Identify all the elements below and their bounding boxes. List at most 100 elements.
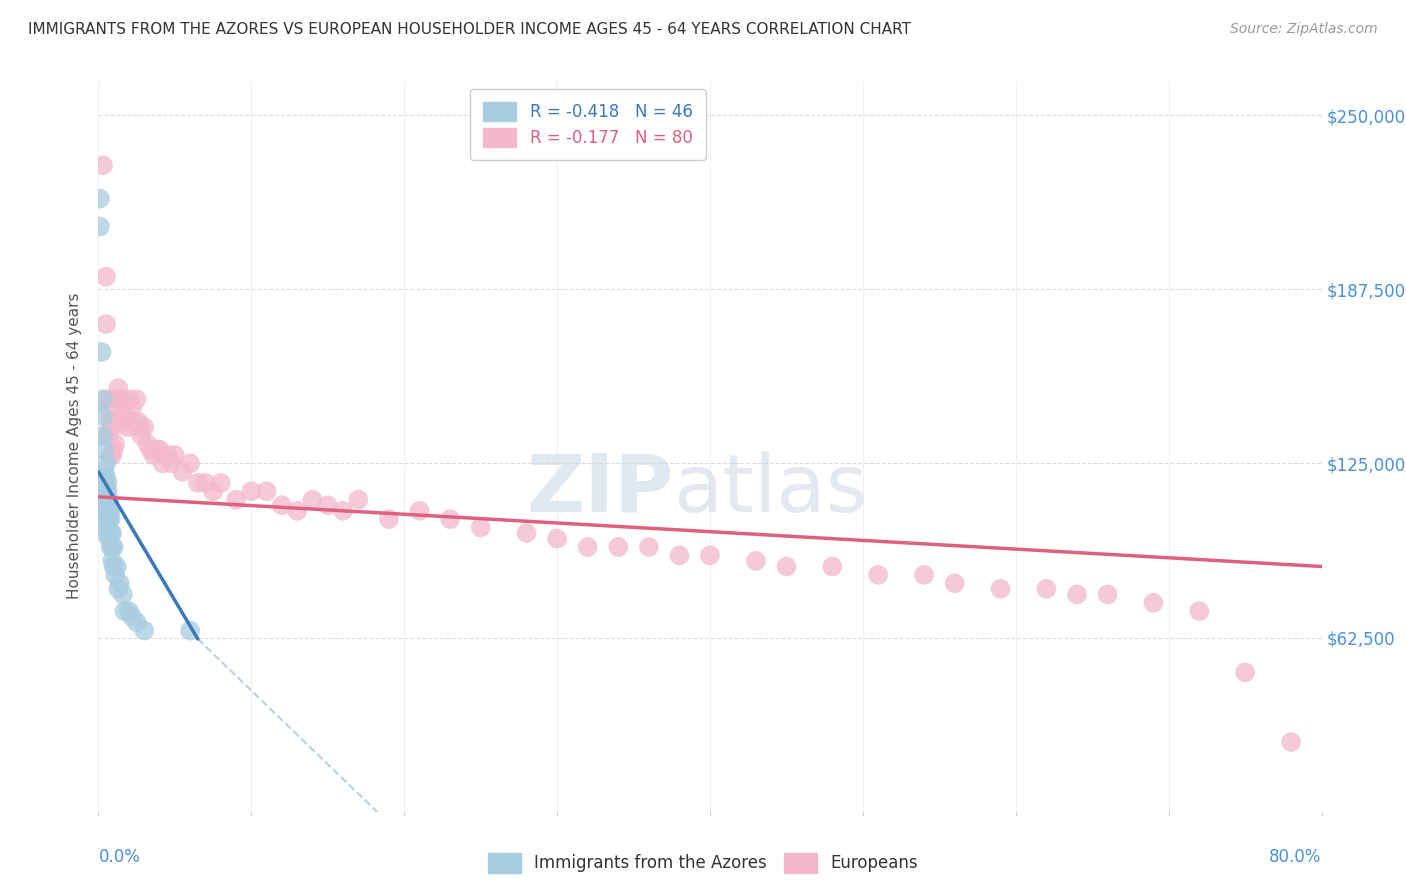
Point	[100, 512, 122, 526]
Point	[97, 498, 120, 512]
Point	[125, 615, 148, 630]
Point	[98, 532, 121, 546]
Point	[240, 484, 263, 499]
Point	[93, 475, 115, 490]
Text: Source: ZipAtlas.com: Source: ZipAtlas.com	[1230, 22, 1378, 37]
Point	[94, 512, 117, 526]
Point	[103, 540, 125, 554]
Point	[637, 540, 661, 554]
Point	[1097, 587, 1119, 601]
Point	[990, 582, 1012, 596]
Point	[112, 604, 135, 618]
Point	[98, 504, 121, 518]
Point	[100, 540, 122, 554]
Point	[134, 420, 156, 434]
Point	[94, 492, 117, 507]
Point	[93, 492, 115, 507]
Point	[112, 409, 135, 423]
Point	[115, 415, 138, 429]
Point	[516, 526, 538, 541]
Point	[408, 504, 430, 518]
Point	[111, 587, 134, 601]
Point	[117, 420, 139, 434]
Point	[347, 492, 370, 507]
Point	[134, 624, 156, 638]
Point	[97, 504, 120, 518]
Point	[912, 567, 935, 582]
Point	[108, 576, 131, 591]
Point	[94, 269, 117, 284]
Point	[125, 392, 148, 407]
Point	[122, 415, 145, 429]
Point	[100, 415, 122, 429]
Point	[128, 420, 150, 434]
Point	[156, 448, 179, 462]
Point	[1234, 665, 1257, 680]
Point	[172, 465, 194, 479]
Point	[94, 317, 117, 331]
Point	[121, 401, 143, 415]
Point	[104, 437, 127, 451]
Point	[101, 420, 124, 434]
Point	[101, 526, 124, 541]
Point	[101, 554, 124, 568]
Point	[101, 448, 124, 462]
Point	[745, 554, 768, 568]
Point	[91, 409, 114, 423]
Point	[149, 442, 172, 457]
Point	[91, 158, 114, 172]
Point	[93, 465, 115, 479]
Text: 80.0%: 80.0%	[1270, 848, 1322, 866]
Point	[97, 475, 120, 490]
Point	[97, 520, 120, 534]
Point	[97, 392, 120, 407]
Point	[439, 512, 461, 526]
Point	[139, 442, 162, 457]
Point	[118, 392, 141, 407]
Point	[108, 392, 131, 407]
Point	[107, 381, 129, 395]
Text: 0.0%: 0.0%	[98, 848, 141, 866]
Point	[225, 492, 247, 507]
Point	[821, 559, 844, 574]
Point	[94, 526, 117, 541]
Point	[270, 498, 292, 512]
Text: ZIP: ZIP	[526, 450, 673, 529]
Point	[97, 428, 120, 442]
Point	[105, 559, 128, 574]
Point	[118, 604, 141, 618]
Point	[209, 475, 232, 490]
Point	[160, 457, 183, 471]
Point	[163, 448, 186, 462]
Point	[103, 559, 125, 574]
Text: atlas: atlas	[673, 450, 868, 529]
Point	[89, 219, 111, 234]
Point	[93, 442, 115, 457]
Point	[94, 504, 117, 518]
Point	[576, 540, 599, 554]
Point	[101, 540, 124, 554]
Point	[127, 415, 149, 429]
Point	[105, 392, 128, 407]
Point	[470, 520, 492, 534]
Point	[98, 512, 121, 526]
Point	[145, 442, 167, 457]
Point	[94, 484, 117, 499]
Point	[152, 457, 174, 471]
Point	[107, 582, 129, 596]
Point	[607, 540, 630, 554]
Legend: Immigrants from the Azores, Europeans: Immigrants from the Azores, Europeans	[481, 847, 925, 880]
Point	[100, 448, 122, 462]
Point	[1035, 582, 1057, 596]
Point	[301, 492, 323, 507]
Point	[136, 437, 159, 451]
Point	[104, 567, 127, 582]
Point	[111, 401, 134, 415]
Point	[91, 428, 114, 442]
Point	[332, 504, 354, 518]
Point	[775, 559, 797, 574]
Point	[378, 512, 401, 526]
Point	[91, 392, 114, 407]
Point	[868, 567, 890, 582]
Point	[98, 401, 121, 415]
